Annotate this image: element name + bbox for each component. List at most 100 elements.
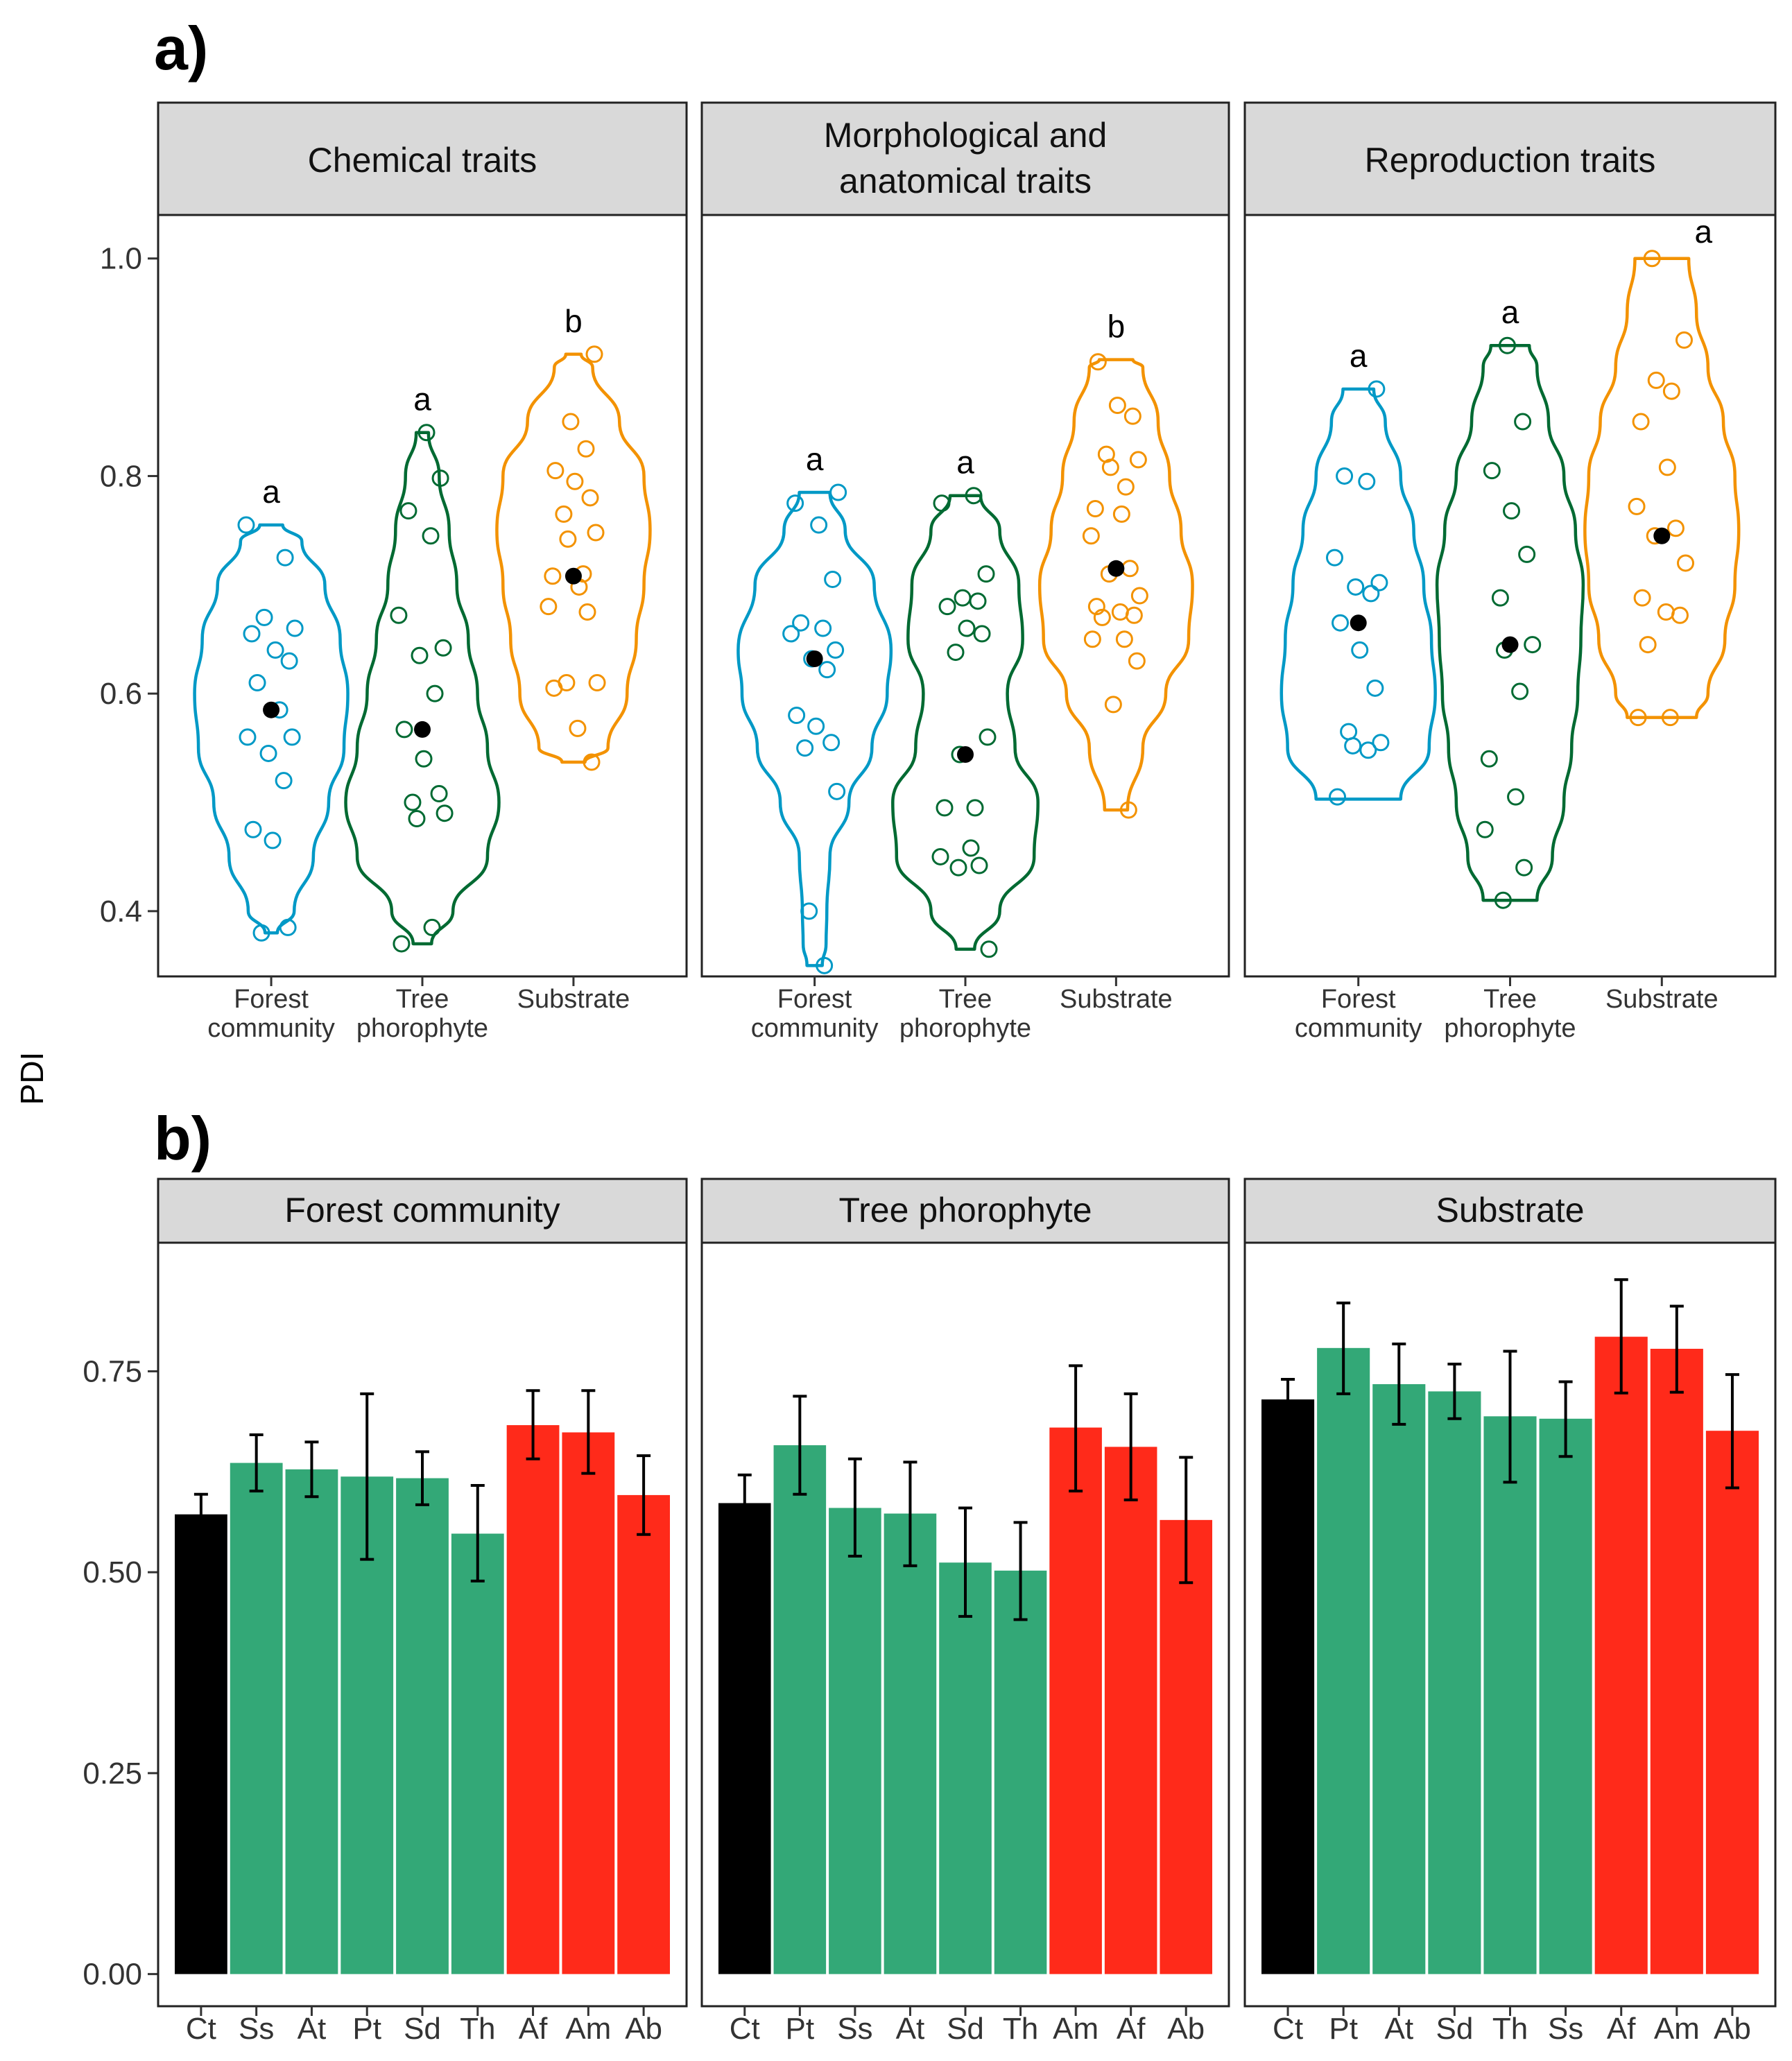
mean-point bbox=[1501, 636, 1519, 653]
y-tick-label: 0.6 bbox=[100, 677, 142, 711]
data-point bbox=[979, 728, 997, 746]
data-point bbox=[973, 625, 991, 643]
x-tick-label: Pt bbox=[786, 2012, 815, 2046]
data-point bbox=[1101, 458, 1119, 476]
data-point bbox=[395, 721, 413, 739]
y-tick-label: 0.50 bbox=[83, 1555, 142, 1589]
data-point bbox=[1329, 788, 1347, 806]
data-point bbox=[264, 831, 282, 850]
data-point bbox=[587, 524, 605, 542]
data-point bbox=[1351, 641, 1369, 659]
bar bbox=[230, 1463, 283, 1974]
data-point bbox=[1372, 734, 1390, 752]
data-point bbox=[1086, 500, 1104, 518]
data-point bbox=[1507, 788, 1525, 806]
data-point bbox=[1325, 549, 1343, 567]
data-point bbox=[962, 839, 980, 857]
bar bbox=[506, 1425, 560, 1974]
y-axis-label: PDI bbox=[14, 1052, 50, 1105]
data-point bbox=[1344, 736, 1362, 754]
x-tick-label: Tree bbox=[939, 985, 992, 1014]
data-point bbox=[266, 641, 284, 659]
bar bbox=[1539, 1418, 1592, 1974]
data-point bbox=[275, 772, 293, 790]
data-point bbox=[1368, 380, 1386, 398]
data-point bbox=[279, 918, 297, 936]
data-point bbox=[286, 619, 304, 637]
bar bbox=[451, 1533, 504, 1974]
data-point bbox=[1108, 397, 1126, 414]
data-point bbox=[966, 799, 984, 817]
data-point bbox=[977, 565, 995, 583]
facet-strip bbox=[157, 1178, 688, 1244]
data-point bbox=[559, 530, 577, 548]
data-point bbox=[782, 625, 800, 643]
data-point bbox=[827, 641, 845, 659]
data-point bbox=[1639, 636, 1657, 654]
facet-title: Chemical traits bbox=[308, 141, 537, 180]
bar bbox=[1483, 1416, 1537, 1974]
bar bbox=[773, 1445, 827, 1974]
y-tick-label: 1.0 bbox=[100, 242, 142, 276]
violin-outline bbox=[1583, 257, 1741, 719]
data-point bbox=[792, 614, 810, 632]
data-point bbox=[430, 784, 448, 802]
data-point bbox=[1129, 451, 1147, 469]
y-tick-label: 0.8 bbox=[100, 459, 142, 493]
bar-facet-3: Substrate Ct Pt At Sd Th Ss Af Am Ab bbox=[1243, 1178, 1777, 2046]
data-point bbox=[824, 570, 842, 588]
data-point bbox=[408, 810, 426, 828]
data-point bbox=[1119, 801, 1137, 819]
x-tick-label: Ct bbox=[730, 2012, 760, 2046]
data-point bbox=[1647, 371, 1665, 389]
bar bbox=[396, 1478, 449, 1974]
data-point bbox=[1128, 652, 1146, 670]
data-point bbox=[1671, 606, 1689, 624]
data-point bbox=[1117, 478, 1135, 496]
x-tick-label: Sd bbox=[404, 2012, 441, 2046]
panel-b-label: b) bbox=[154, 1104, 212, 1173]
x-tick-label: Ab bbox=[1167, 2012, 1205, 2046]
significance-letter: a bbox=[1694, 214, 1712, 250]
data-point bbox=[255, 608, 273, 626]
significance-letter: a bbox=[262, 474, 280, 510]
x-tick-label: Th bbox=[1003, 2012, 1038, 2046]
x-tick-label: Am bbox=[565, 2012, 611, 2046]
data-point bbox=[244, 820, 262, 838]
data-point bbox=[1524, 636, 1542, 654]
data-point bbox=[1518, 545, 1536, 563]
bar bbox=[174, 1514, 227, 1974]
data-point bbox=[243, 625, 261, 643]
data-point bbox=[1370, 574, 1388, 592]
mean-point bbox=[1350, 614, 1367, 632]
x-tick-label: Ct bbox=[186, 2012, 216, 2046]
data-point bbox=[1087, 598, 1105, 616]
mean-point bbox=[806, 650, 823, 667]
facet-title: Tree phorophyte bbox=[838, 1191, 1092, 1230]
bar bbox=[1261, 1399, 1315, 1974]
data-point bbox=[393, 935, 411, 953]
violin-outline bbox=[736, 490, 893, 967]
data-point bbox=[1125, 606, 1143, 624]
data-point bbox=[390, 606, 408, 624]
y-tick-label: 0.4 bbox=[100, 895, 142, 929]
data-point bbox=[1089, 353, 1107, 371]
data-point bbox=[577, 440, 595, 458]
data-point bbox=[422, 527, 440, 545]
data-point bbox=[431, 469, 449, 488]
data-point bbox=[1514, 413, 1532, 431]
x-tick-label: Am bbox=[1053, 2012, 1099, 2046]
x-tick-label: Substrate bbox=[1060, 985, 1173, 1014]
x-tick-label: Forest bbox=[1321, 985, 1396, 1014]
bar bbox=[1160, 1519, 1213, 1974]
data-point bbox=[1083, 630, 1101, 648]
data-point bbox=[1661, 709, 1679, 727]
data-point bbox=[965, 487, 983, 505]
x-tick-label: Pt bbox=[352, 2012, 381, 2046]
bar bbox=[1104, 1447, 1157, 1974]
bar bbox=[562, 1432, 615, 1974]
significance-letter: a bbox=[413, 381, 431, 417]
x-tick-label: Forest bbox=[777, 985, 852, 1014]
data-point bbox=[1130, 587, 1148, 605]
